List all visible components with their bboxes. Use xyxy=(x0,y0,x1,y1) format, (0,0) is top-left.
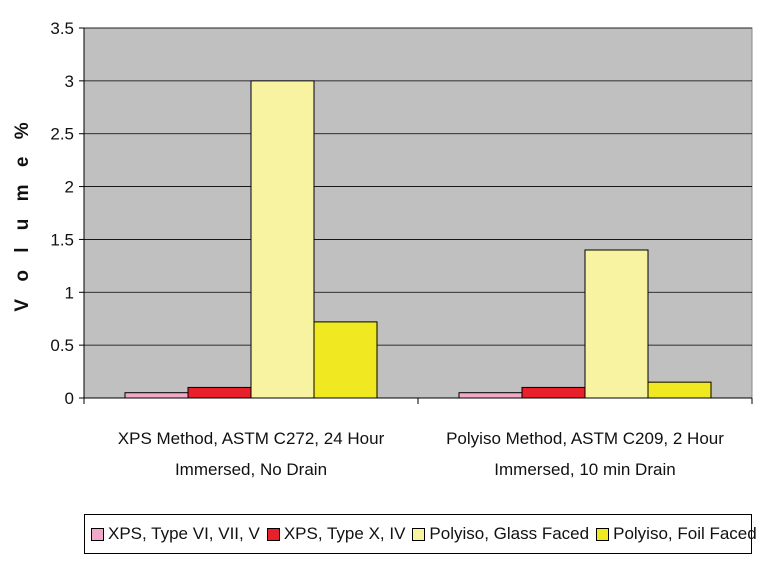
bar-chart: 0 0.5 1 1.5 2 2.5 3 3.5 XPS Method, ASTM C272, … xyxy=(12,19,753,479)
legend-label: Polyiso, Foil Faced xyxy=(613,524,757,543)
x-category-label: Immersed, No Drain xyxy=(175,460,327,479)
legend: XPS, Type VI, VII, V XPS, Type X, IV Polyi… xyxy=(84,514,757,554)
y-axis-title: V o l u m e % xyxy=(12,116,33,311)
legend-label: XPS, Type X, IV xyxy=(283,524,406,543)
x-category-label: XPS Method, ASTM C272, 24 Hour xyxy=(118,429,385,448)
legend-label: XPS, Type VI, VII, V xyxy=(108,524,260,543)
y-tick-label: 0.5 xyxy=(50,336,74,355)
bars xyxy=(124,80,712,399)
y-tick-label: 2 xyxy=(65,178,74,197)
bar xyxy=(250,80,315,399)
bar xyxy=(313,321,378,399)
bar xyxy=(124,392,189,399)
x-category-label: Immersed, 10 min Drain xyxy=(494,460,675,479)
legend-label: Polyiso, Glass Faced xyxy=(429,524,590,543)
legend-item: Polyiso, Foil Faced xyxy=(596,524,757,544)
bar xyxy=(521,386,586,399)
plot-area xyxy=(83,27,753,399)
legend-swatch xyxy=(412,527,426,541)
x-category-label: Polyiso Method, ASTM C209, 2 Hour xyxy=(446,429,724,448)
y-tick-label: 3 xyxy=(65,72,74,91)
bar xyxy=(647,381,712,399)
y-tick-label: 3.5 xyxy=(50,19,74,38)
x-axis-labels: XPS Method, ASTM C272, 24 Hour Immersed, … xyxy=(118,429,724,479)
gridlines xyxy=(84,27,752,346)
bar xyxy=(458,392,523,399)
legend-item: XPS, Type VI, VII, V xyxy=(91,524,260,544)
y-axis-ticks: 0 0.5 1 1.5 2 2.5 3 3.5 xyxy=(50,19,84,408)
legend-swatch xyxy=(91,527,104,541)
legend-item: XPS, Type X, IV xyxy=(266,524,406,544)
legend-item: Polyiso, Glass Faced xyxy=(412,524,589,544)
y-tick-label: 2.5 xyxy=(50,125,74,144)
y-tick-label: 1.5 xyxy=(50,230,74,249)
bar xyxy=(187,386,252,399)
legend-swatch xyxy=(266,527,280,541)
bar xyxy=(584,249,649,399)
x-axis-ticks xyxy=(83,398,753,404)
y-tick-label: 0 xyxy=(65,389,74,408)
legend-swatch xyxy=(596,527,610,541)
y-tick-label: 1 xyxy=(65,283,74,302)
